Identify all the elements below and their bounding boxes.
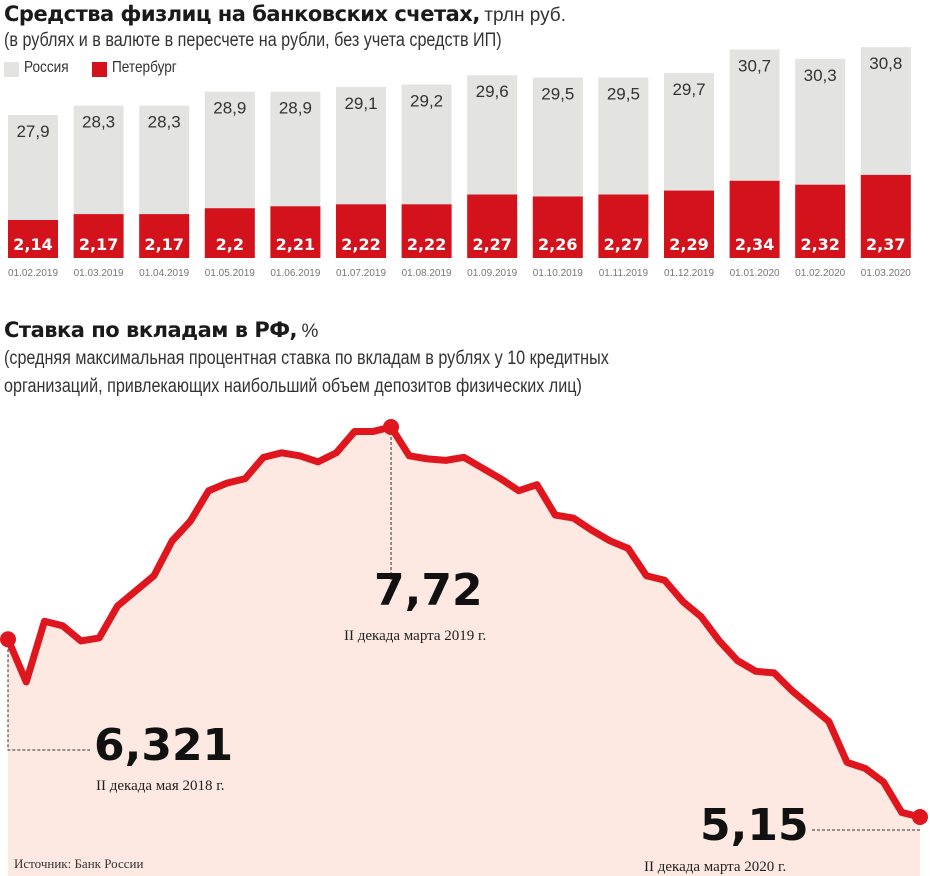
line-chart-subtitle-1: (средняя максимальная процентная ставка … — [4, 348, 609, 369]
area-fill — [8, 427, 920, 876]
bar-chart-title-row: Средства физлиц на банковских счетах, тр… — [4, 2, 566, 27]
line-chart-unit: % — [301, 321, 319, 342]
source-note: Источник: Банк России — [14, 856, 143, 871]
bar-label-spb: 2,14 — [13, 235, 52, 254]
bar-label-russia: 28,3 — [148, 113, 181, 132]
annotation-leader-start — [7, 639, 90, 751]
x-tick-label: 01.10.2019 — [533, 268, 583, 279]
x-tick-label: 01.05.2019 — [205, 268, 255, 279]
x-tick-label: 01.02.2020 — [795, 268, 845, 279]
bar-label-russia: 28,3 — [82, 113, 115, 132]
bar-spb — [598, 194, 649, 258]
bar-label-russia: 29,2 — [410, 92, 443, 111]
bar-spb — [532, 196, 583, 258]
bar-label-russia: 28,9 — [213, 99, 246, 118]
x-tick-label: 01.03.2019 — [74, 268, 124, 279]
rate-line — [4, 423, 921, 821]
bar-label-russia: 28,9 — [279, 99, 312, 118]
bar-spb — [8, 220, 58, 258]
bar-label-russia: 29,1 — [344, 94, 377, 113]
bar-label-spb: 2,37 — [866, 235, 905, 254]
x-tick-label: 01.01.2020 — [730, 268, 780, 279]
line-chart-subtitle-2: организаций, привлекающих наибольший объ… — [4, 376, 582, 397]
bar-label-russia: 29,5 — [541, 85, 574, 104]
bar-label-russia: 29,6 — [476, 82, 509, 101]
legend-swatch-spb — [92, 62, 107, 77]
highlight-point — [383, 419, 400, 435]
bar-label-spb: 2,2 — [216, 235, 244, 254]
bar-spb — [467, 194, 518, 258]
bar-spb — [664, 190, 714, 258]
bar-label-russia: 30,7 — [738, 56, 771, 75]
x-tick-label: 01.03.2020 — [861, 268, 911, 279]
x-tick-label: 01.07.2019 — [336, 268, 386, 279]
bar-label-spb: 2,17 — [144, 235, 183, 254]
bar-spb — [401, 204, 452, 258]
annotation-value-end: 5,15 — [700, 800, 809, 851]
highlight-point — [0, 631, 16, 648]
bar-label-spb: 2,21 — [276, 235, 315, 254]
legend-label-spb: Петербург — [112, 59, 177, 76]
annotation-label-start: II декада мая 2018 г. — [96, 778, 224, 794]
bar-spb — [860, 174, 911, 258]
bar-label-russia: 29,7 — [672, 80, 705, 99]
bar-label-russia: 30,8 — [869, 54, 902, 73]
x-tick-label: 01.08.2019 — [402, 268, 452, 279]
annotation-value-peak: 7,72 — [374, 565, 483, 616]
bar-spb — [270, 206, 321, 258]
annotation-label-end: II декада марта 2020 г. — [644, 859, 786, 875]
bar-label-spb: 2,22 — [341, 235, 380, 254]
bar-label-russia: 30,3 — [804, 66, 837, 85]
x-tick-label: 01.02.2019 — [8, 268, 58, 279]
bar-label-spb: 2,17 — [79, 235, 118, 254]
bar-spb — [139, 214, 190, 258]
bar-label-spb: 2,34 — [735, 235, 774, 254]
x-tick-label: 01.09.2019 — [467, 268, 517, 279]
bar-label-russia: 27,9 — [16, 122, 49, 141]
bar-chart-title: Средства физлиц на банковских счетах, — [4, 2, 480, 26]
bar-chart-unit: трлн руб. — [484, 5, 566, 26]
bar-label-spb: 2,22 — [407, 235, 446, 254]
line-chart-title-row: Ставка по вкладам в РФ, % — [4, 318, 318, 343]
x-tick-label: 01.12.2019 — [664, 268, 714, 279]
annotation-value-start: 6,321 — [94, 720, 233, 771]
bar-spb — [729, 180, 780, 258]
annotation-label-peak: II декада марта 2019 г. — [344, 628, 486, 644]
bar-label-spb: 2,26 — [538, 235, 577, 254]
bar-label-spb: 2,27 — [472, 235, 511, 254]
bar-label-spb: 2,32 — [800, 235, 839, 254]
x-tick-label: 01.11.2019 — [599, 268, 649, 279]
bar-chart-subtitle: (в рублях и в валюте в пересчете на рубл… — [4, 30, 502, 51]
bar-spb — [204, 208, 255, 258]
bar-label-spb: 2,27 — [604, 235, 643, 254]
line-chart-title: Ставка по вкладам в РФ, — [4, 318, 298, 342]
bar-spb — [336, 204, 386, 258]
highlight-point — [912, 809, 928, 825]
bar-spb — [73, 214, 124, 258]
bar-label-russia: 29,5 — [607, 85, 640, 104]
legend-swatch-russia — [4, 62, 19, 77]
legend-label-russia: Россия — [24, 59, 69, 76]
bar-label-spb: 2,29 — [669, 235, 708, 254]
x-tick-label: 01.04.2019 — [139, 268, 189, 279]
bar-spb — [795, 184, 846, 258]
x-tick-label: 01.06.2019 — [270, 268, 320, 279]
